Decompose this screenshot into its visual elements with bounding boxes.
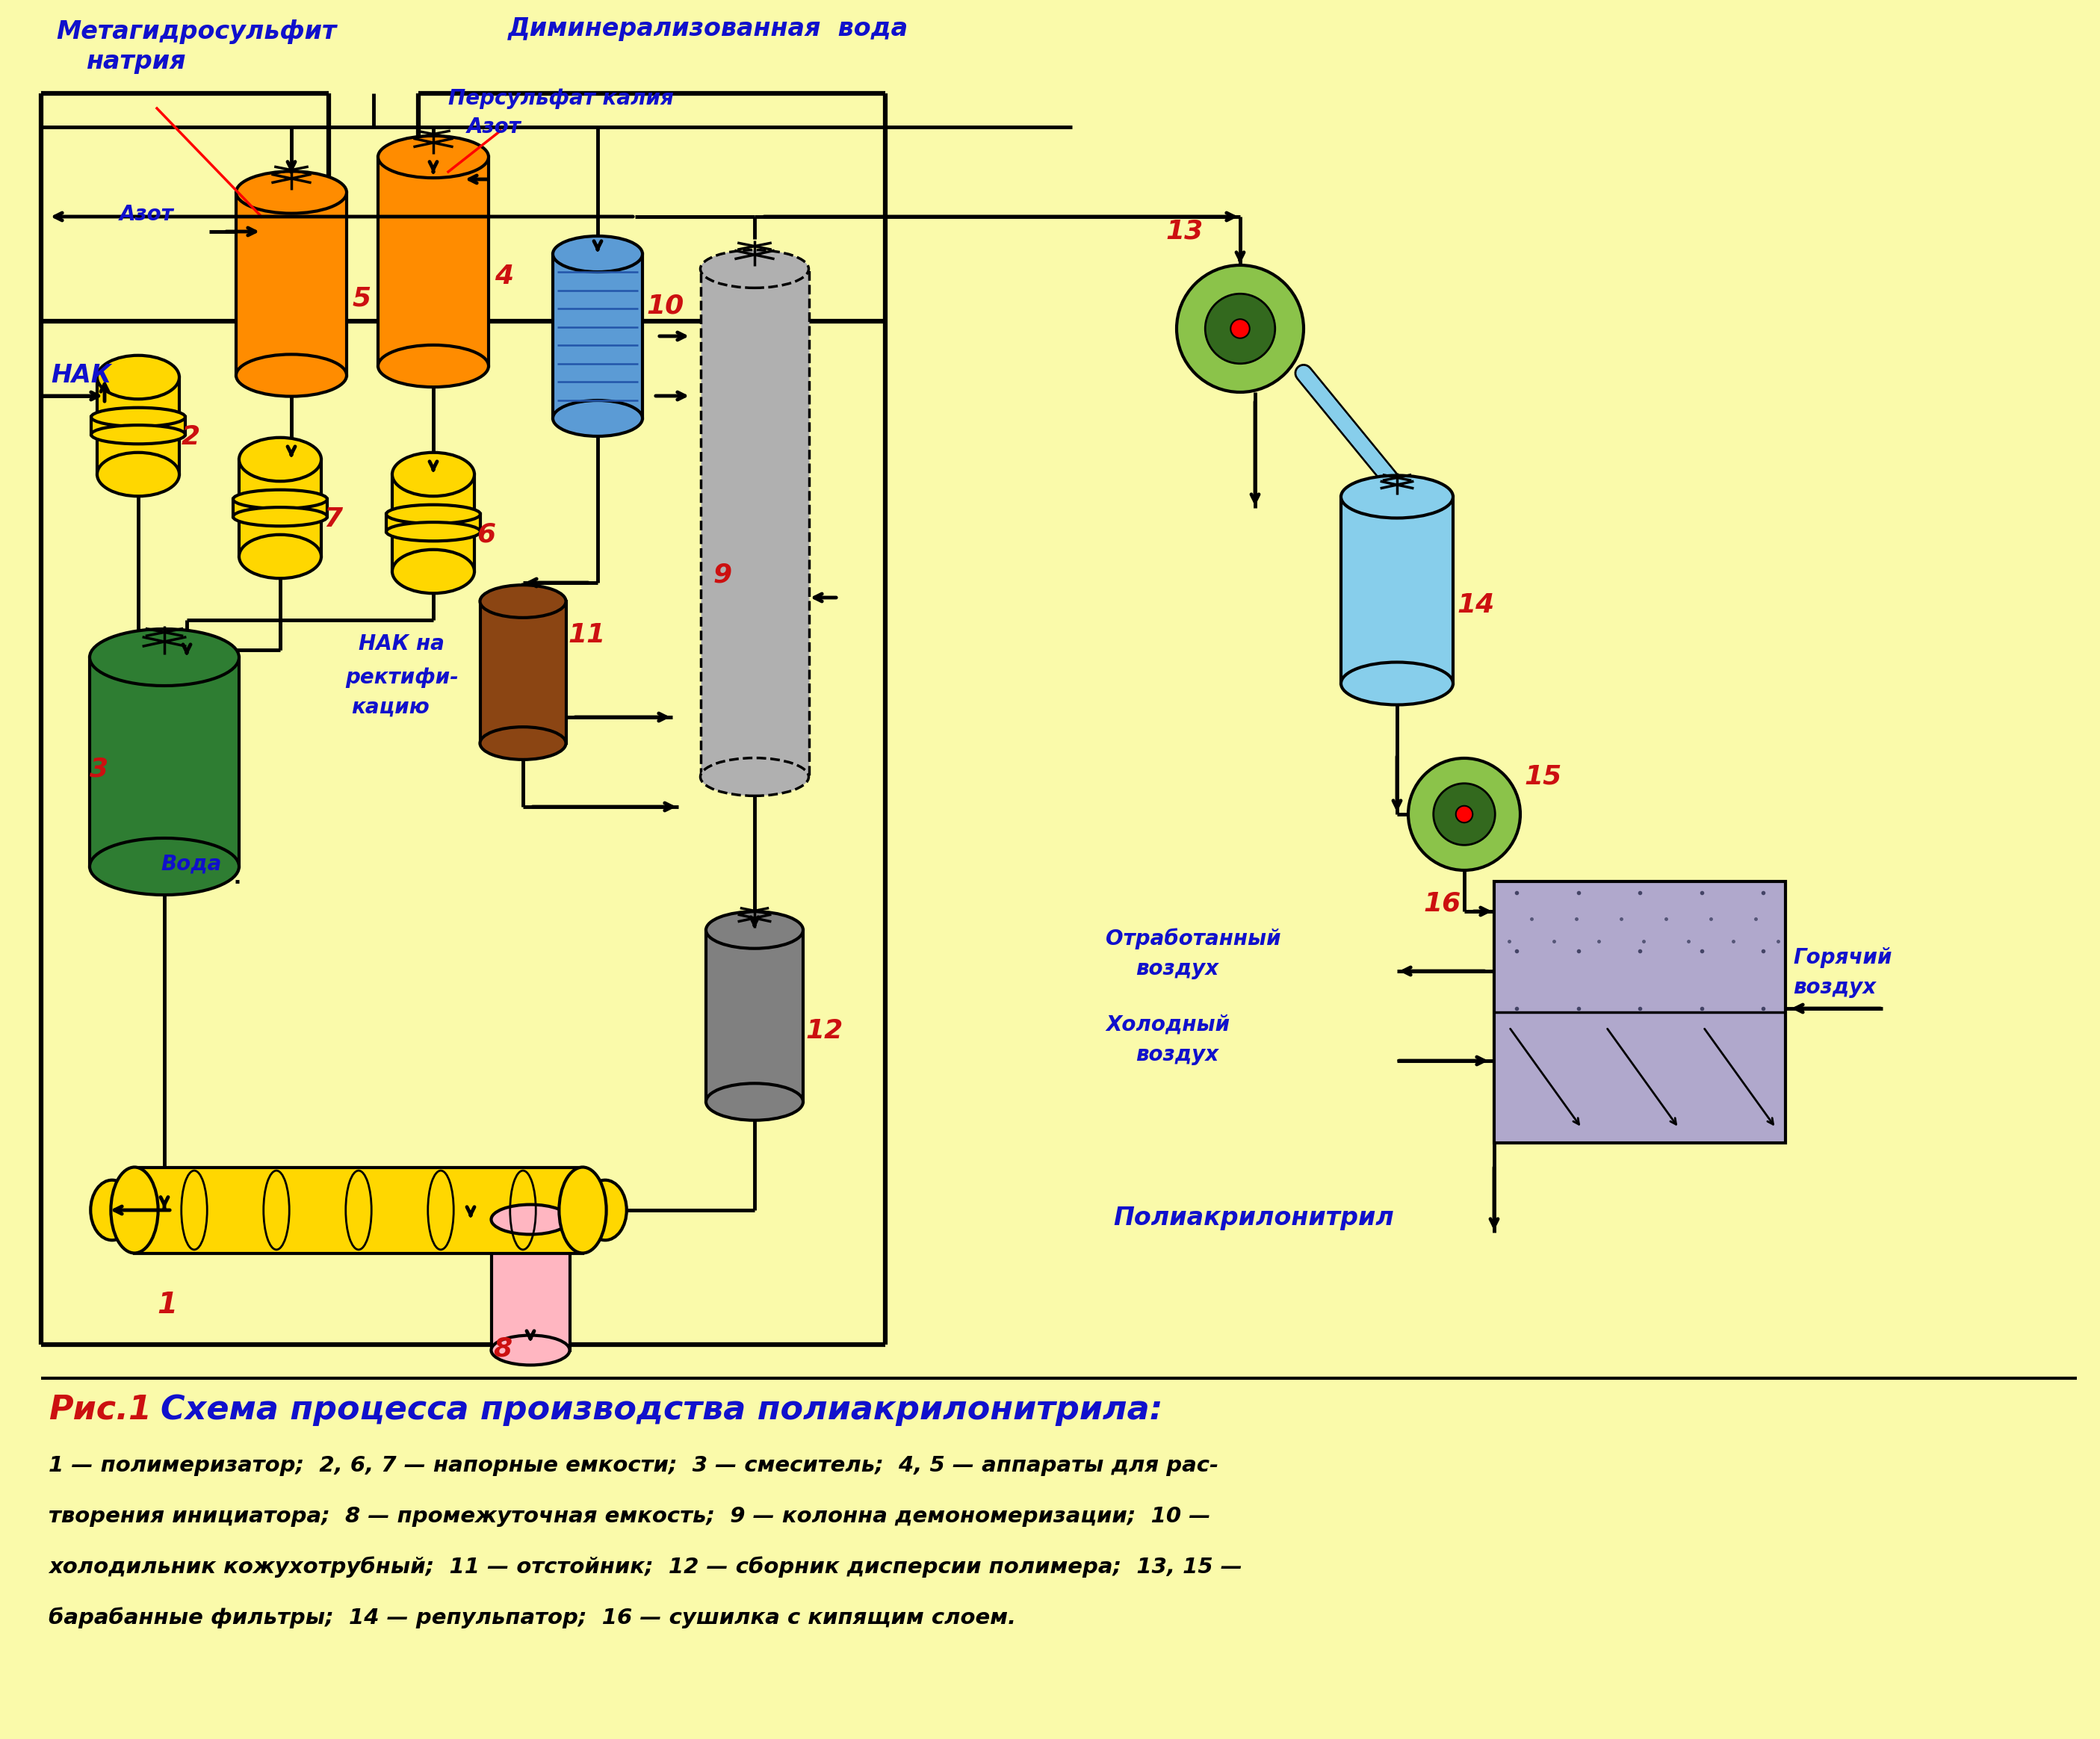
Ellipse shape: [90, 424, 185, 443]
Ellipse shape: [481, 727, 565, 760]
Text: 7: 7: [323, 506, 342, 532]
Text: 1 — полимеризатор;  2, 6, 7 — напорные емкости;  3 — смеситель;  4, 5 — аппараты: 1 — полимеризатор; 2, 6, 7 — напорные ем…: [48, 1456, 1218, 1476]
Text: 16: 16: [1424, 890, 1462, 916]
Text: 11: 11: [567, 623, 605, 647]
Text: воздух: воздух: [1136, 1045, 1218, 1066]
Text: 1: 1: [158, 1290, 176, 1318]
Text: 9: 9: [714, 562, 733, 588]
Text: Азот: Азот: [120, 203, 174, 224]
Text: Персульфат калия: Персульфат калия: [447, 89, 674, 110]
Bar: [378, 157, 489, 365]
Ellipse shape: [552, 237, 643, 271]
Ellipse shape: [1342, 663, 1453, 704]
Ellipse shape: [233, 490, 328, 508]
Bar: [1493, 882, 1785, 1143]
Ellipse shape: [491, 1205, 569, 1235]
Text: Холодный: Холодный: [1107, 1014, 1231, 1035]
Text: Метагидросульфит: Метагидросульфит: [57, 19, 336, 43]
Text: НАК: НАК: [50, 363, 111, 388]
Bar: [701, 270, 808, 777]
Text: 6: 6: [477, 522, 496, 546]
Text: 15: 15: [1525, 763, 1562, 790]
Text: 8: 8: [494, 1336, 512, 1362]
Bar: [491, 1219, 569, 1349]
Ellipse shape: [386, 522, 481, 541]
Ellipse shape: [239, 534, 321, 579]
Text: 3: 3: [90, 756, 109, 783]
Bar: [90, 417, 185, 435]
Ellipse shape: [701, 758, 808, 796]
Bar: [552, 254, 643, 419]
Text: 4: 4: [496, 264, 512, 289]
Text: 13: 13: [1166, 219, 1203, 243]
Bar: [235, 193, 346, 376]
Ellipse shape: [584, 1181, 626, 1240]
Ellipse shape: [239, 438, 321, 482]
Text: кацию: кацию: [351, 697, 428, 718]
Bar: [386, 515, 481, 532]
Bar: [90, 657, 239, 866]
Ellipse shape: [378, 344, 489, 388]
Text: Азот: Азот: [466, 117, 521, 137]
Text: Вода: Вода: [160, 854, 220, 875]
Circle shape: [1205, 294, 1275, 363]
Ellipse shape: [90, 407, 185, 426]
Text: Диминерализованная  вода: Диминерализованная вода: [508, 16, 909, 42]
Text: воздух: воздух: [1136, 958, 1218, 979]
Bar: [393, 475, 475, 572]
Ellipse shape: [90, 1181, 134, 1240]
Circle shape: [1231, 320, 1250, 337]
Bar: [233, 499, 328, 516]
Text: Полиакрилонитрил: Полиакрилонитрил: [1113, 1205, 1394, 1229]
Ellipse shape: [1342, 475, 1453, 518]
Text: 5: 5: [353, 287, 372, 311]
Text: 12: 12: [804, 1017, 842, 1043]
Ellipse shape: [491, 1336, 569, 1365]
Text: 14: 14: [1457, 593, 1495, 617]
Bar: [239, 459, 321, 556]
Ellipse shape: [233, 508, 328, 527]
Ellipse shape: [97, 452, 179, 496]
Text: творения инициатора;  8 — промежуточная емкость;  9 — колонна демономеризации;  : творения инициатора; 8 — промежуточная е…: [48, 1506, 1210, 1527]
Text: Схема процесса производства полиакрилонитрила:: Схема процесса производства полиакрилони…: [160, 1395, 1163, 1426]
Circle shape: [1176, 264, 1304, 393]
Text: 2: 2: [181, 424, 200, 450]
Ellipse shape: [235, 172, 346, 214]
Bar: [134, 1167, 582, 1254]
Ellipse shape: [481, 584, 565, 617]
Bar: [97, 377, 179, 475]
Ellipse shape: [706, 911, 802, 948]
Circle shape: [1409, 758, 1520, 870]
Text: натрия: натрия: [86, 49, 185, 75]
Text: холодильник кожухотрубный;  11 — отстойник;  12 — сборник дисперсии полимера;  1: холодильник кожухотрубный; 11 — отстойни…: [48, 1556, 1243, 1577]
Ellipse shape: [378, 136, 489, 177]
Ellipse shape: [393, 550, 475, 593]
Ellipse shape: [111, 1167, 158, 1254]
Ellipse shape: [97, 355, 179, 398]
Text: 10: 10: [647, 294, 685, 318]
Ellipse shape: [701, 250, 808, 289]
Ellipse shape: [235, 355, 346, 396]
Ellipse shape: [552, 400, 643, 436]
Ellipse shape: [90, 838, 239, 896]
Ellipse shape: [90, 630, 239, 685]
Text: НАК на: НАК на: [359, 633, 445, 654]
Text: Рис.1: Рис.1: [48, 1395, 151, 1426]
Text: ректифи-: ректифи-: [344, 668, 458, 689]
Ellipse shape: [559, 1167, 607, 1254]
Ellipse shape: [386, 504, 481, 523]
Bar: [1342, 497, 1453, 683]
Circle shape: [1455, 805, 1472, 823]
Bar: [706, 930, 802, 1103]
Circle shape: [1434, 783, 1495, 845]
Text: Горячий: Горячий: [1793, 948, 1892, 969]
Text: барабанные фильтры;  14 — репульпатор;  16 — сушилка с кипящим слоем.: барабанные фильтры; 14 — репульпатор; 16…: [48, 1607, 1016, 1628]
Ellipse shape: [706, 1083, 802, 1120]
Text: Отработанный: Отработанный: [1107, 929, 1281, 949]
Bar: [481, 602, 565, 743]
Text: воздух: воздух: [1793, 977, 1875, 998]
Ellipse shape: [393, 452, 475, 496]
